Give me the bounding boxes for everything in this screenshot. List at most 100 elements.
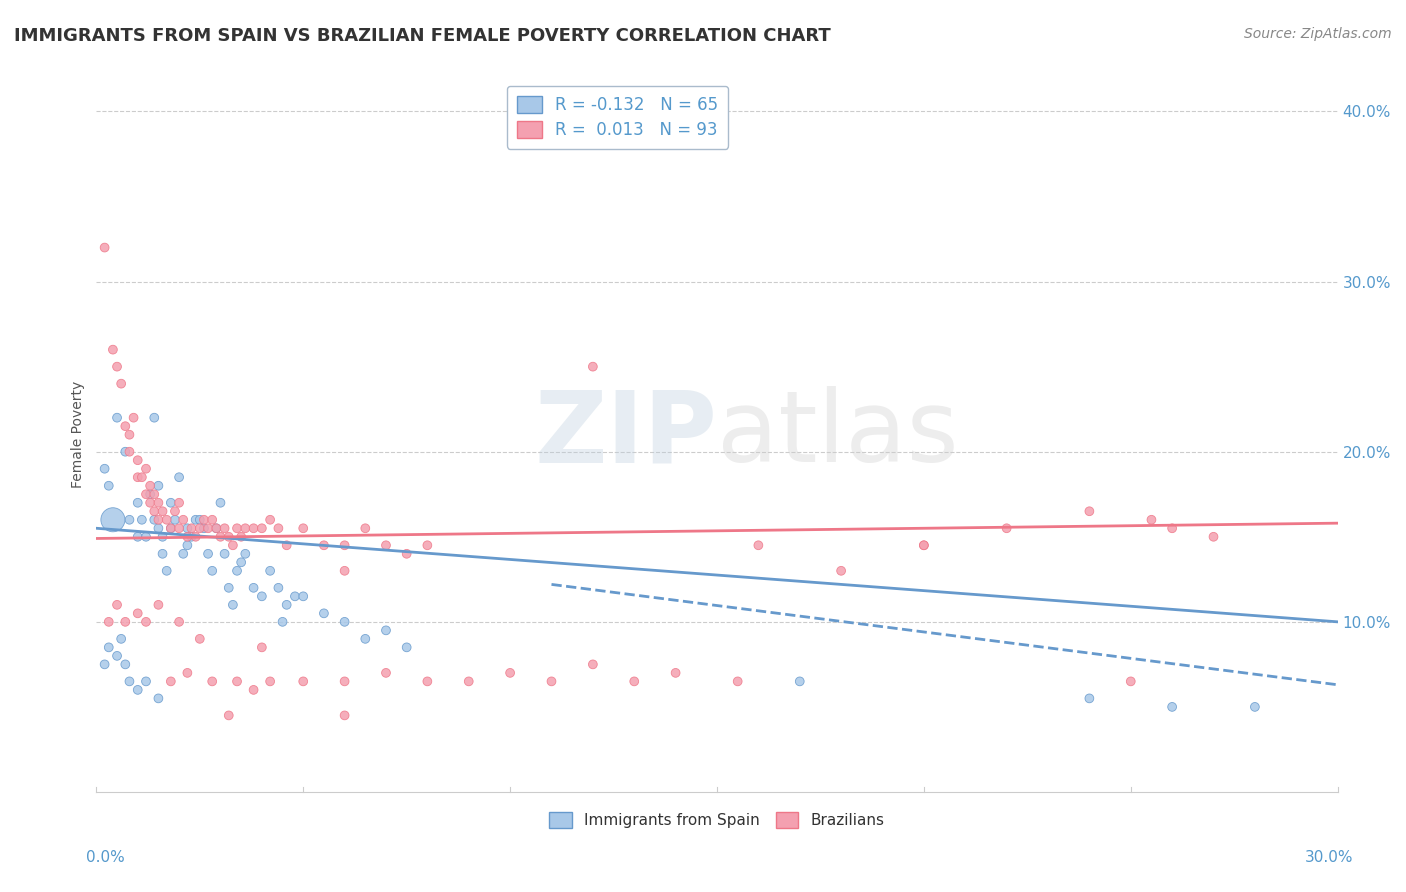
Point — [995, 521, 1018, 535]
Point — [267, 521, 290, 535]
Point — [250, 521, 273, 535]
Point — [176, 521, 198, 535]
Point — [727, 674, 749, 689]
Point — [193, 513, 215, 527]
Legend: Immigrants from Spain, Brazilians: Immigrants from Spain, Brazilians — [543, 806, 891, 834]
Point — [105, 598, 128, 612]
Point — [582, 359, 605, 374]
Point — [97, 615, 120, 629]
Point — [197, 521, 219, 535]
Point — [333, 708, 356, 723]
Point — [167, 521, 190, 535]
Point — [159, 674, 181, 689]
Point — [209, 496, 232, 510]
Point — [284, 590, 307, 604]
Point — [135, 530, 157, 544]
Point — [201, 564, 224, 578]
Point — [233, 521, 256, 535]
Point — [276, 598, 298, 612]
Point — [114, 615, 136, 629]
Point — [259, 513, 281, 527]
Point — [152, 530, 174, 544]
Point — [333, 674, 356, 689]
Text: ZIP: ZIP — [534, 386, 717, 483]
Point — [267, 581, 290, 595]
Point — [222, 538, 245, 552]
Point — [188, 632, 211, 646]
Point — [242, 521, 264, 535]
Point — [135, 674, 157, 689]
Point — [231, 530, 253, 544]
Point — [93, 241, 115, 255]
Point — [180, 521, 202, 535]
Point — [148, 598, 170, 612]
Text: 30.0%: 30.0% — [1305, 850, 1353, 865]
Point — [163, 513, 186, 527]
Point — [292, 674, 315, 689]
Point — [312, 538, 335, 552]
Point — [148, 479, 170, 493]
Point — [167, 496, 190, 510]
Text: Source: ZipAtlas.com: Source: ZipAtlas.com — [1244, 27, 1392, 41]
Point — [114, 444, 136, 458]
Point — [242, 581, 264, 595]
Point — [259, 674, 281, 689]
Point — [188, 513, 211, 527]
Point — [127, 607, 149, 621]
Point — [395, 547, 418, 561]
Point — [250, 640, 273, 655]
Point — [218, 581, 240, 595]
Point — [540, 674, 562, 689]
Point — [184, 513, 207, 527]
Point — [152, 547, 174, 561]
Point — [205, 521, 228, 535]
Point — [110, 632, 132, 646]
Point — [105, 648, 128, 663]
Point — [148, 496, 170, 510]
Point — [131, 513, 153, 527]
Point — [97, 479, 120, 493]
Point — [148, 691, 170, 706]
Point — [114, 657, 136, 672]
Point — [127, 453, 149, 467]
Point — [231, 555, 253, 569]
Point — [148, 513, 170, 527]
Point — [114, 419, 136, 434]
Point — [172, 513, 194, 527]
Point — [209, 530, 232, 544]
Point — [222, 598, 245, 612]
Point — [292, 521, 315, 535]
Point — [395, 640, 418, 655]
Point — [159, 521, 181, 535]
Point — [188, 521, 211, 535]
Point — [105, 359, 128, 374]
Point — [226, 521, 249, 535]
Point — [1161, 521, 1184, 535]
Point — [143, 410, 166, 425]
Point — [101, 513, 124, 527]
Point — [354, 632, 377, 646]
Point — [176, 665, 198, 680]
Point — [333, 615, 356, 629]
Point — [292, 590, 315, 604]
Point — [127, 496, 149, 510]
Point — [159, 496, 181, 510]
Point — [105, 410, 128, 425]
Point — [172, 547, 194, 561]
Point — [665, 665, 688, 680]
Point — [167, 615, 190, 629]
Point — [143, 513, 166, 527]
Point — [159, 521, 181, 535]
Point — [457, 674, 479, 689]
Point — [122, 410, 145, 425]
Point — [830, 564, 852, 578]
Point — [135, 487, 157, 501]
Point — [623, 674, 645, 689]
Point — [180, 530, 202, 544]
Point — [118, 513, 141, 527]
Point — [184, 530, 207, 544]
Point — [131, 470, 153, 484]
Point — [156, 513, 179, 527]
Point — [152, 504, 174, 518]
Point — [139, 496, 162, 510]
